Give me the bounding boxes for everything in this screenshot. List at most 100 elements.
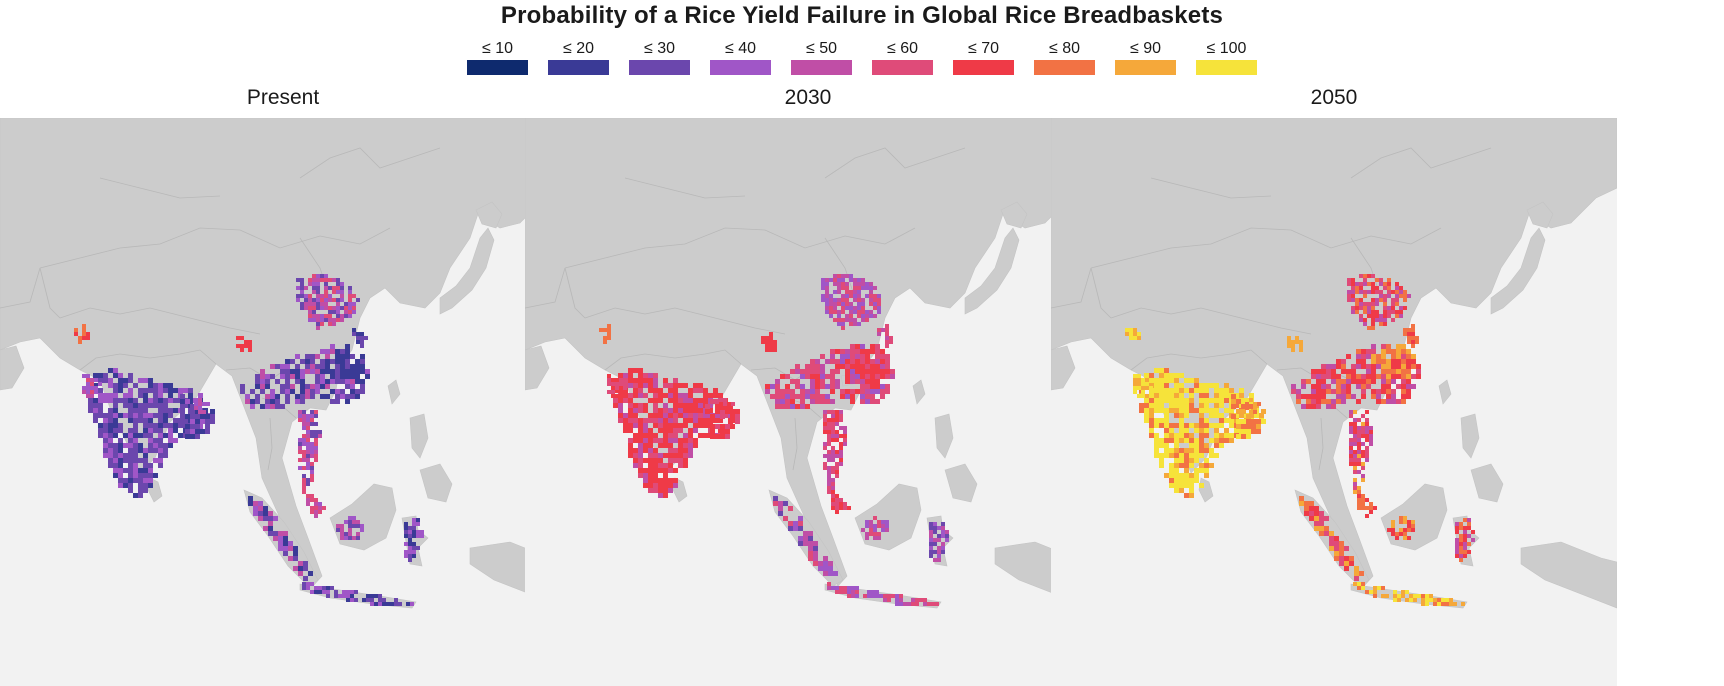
grid-cell: [870, 344, 875, 349]
grid-cell: [360, 332, 364, 336]
grid-cell: [280, 389, 285, 394]
philippines-luzon-land: [934, 413, 954, 459]
grid-cell: [265, 379, 270, 384]
grid-cell: [1354, 576, 1359, 581]
grid-cell: [668, 468, 673, 473]
grid-cell: [775, 404, 780, 409]
grid-cell: [1375, 286, 1379, 290]
grid-cell: [352, 516, 356, 520]
map-2030: [525, 118, 1091, 686]
grid-cell: [678, 398, 683, 403]
grid-cell: [823, 561, 828, 566]
grid-cell: [839, 586, 843, 590]
grid-cell: [320, 306, 324, 310]
grid-cell: [178, 433, 183, 438]
grid-cell: [345, 399, 350, 404]
grid-cell: [158, 383, 163, 388]
grid-cell: [1351, 379, 1356, 384]
grid-cell: [255, 399, 260, 404]
grid-cell: [1241, 404, 1246, 409]
grid-cell: [260, 384, 265, 389]
grid-cell: [673, 438, 678, 443]
grid-cell: [845, 349, 850, 354]
grid-cell: [123, 478, 128, 483]
grid-cell: [416, 530, 420, 534]
grid-cell: [638, 383, 643, 388]
grid-cell: [899, 598, 903, 602]
grid-cell: [1381, 359, 1386, 364]
grid-cell: [843, 502, 847, 506]
grid-cell: [163, 383, 168, 388]
grid-cell: [190, 409, 195, 414]
grid-cell: [885, 344, 889, 348]
grid-cell: [638, 388, 643, 393]
grid-cell: [1381, 369, 1386, 374]
grid-cell: [853, 318, 857, 322]
grid-cell: [316, 278, 320, 282]
grid-cell: [133, 403, 138, 408]
grid-cell: [1189, 453, 1194, 458]
grid-cell: [663, 423, 668, 428]
grid-cell: [82, 374, 86, 378]
grid-cell: [173, 408, 178, 413]
grid-cell: [611, 386, 615, 390]
grid-cell: [133, 383, 138, 388]
grid-cell: [1369, 430, 1373, 434]
grid-cell: [827, 434, 831, 438]
grid-cell: [1144, 413, 1149, 418]
grid-cell: [340, 306, 344, 310]
grid-cell: [133, 458, 138, 463]
grid-cell: [304, 294, 308, 298]
grid-cell: [790, 369, 795, 374]
grid-cell: [1385, 594, 1389, 598]
grid-cell: [839, 502, 843, 506]
grid-cell: [138, 413, 143, 418]
grid-cell: [320, 298, 324, 302]
grid-cell: [1403, 516, 1407, 520]
grid-cell: [265, 374, 270, 379]
taiwan-land: [912, 379, 926, 405]
grid-cell: [325, 359, 330, 364]
legend-item: ≤ 20: [548, 40, 609, 75]
grid-cell: [128, 448, 133, 453]
grid-cell: [648, 463, 653, 468]
grid-cell: [1445, 598, 1449, 602]
grid-cell: [163, 418, 168, 423]
grid-cell: [328, 278, 332, 282]
grid-cell: [1463, 534, 1467, 538]
grid-cell: [320, 369, 325, 374]
grid-cell: [850, 369, 855, 374]
grid-cell: [1445, 602, 1449, 606]
grid-cell: [173, 388, 178, 393]
grid-cell: [1154, 408, 1159, 413]
grid-cell: [118, 483, 123, 488]
grid-cell: [1129, 332, 1133, 336]
grid-cell: [935, 602, 939, 606]
grid-cell: [837, 310, 841, 314]
grid-cell: [735, 419, 740, 424]
grid-cell: [1311, 404, 1316, 409]
grid-cell: [869, 310, 873, 314]
grid-cell: [285, 389, 290, 394]
grid-cell: [615, 382, 619, 386]
grid-cell: [1416, 364, 1421, 369]
grid-cell: [1199, 408, 1204, 413]
grid-cell: [1366, 369, 1371, 374]
grid-cell: [1321, 374, 1326, 379]
grid-cell: [336, 278, 340, 282]
country-border: [564, 267, 586, 319]
grid-cell: [1401, 344, 1406, 349]
grid-cell: [1141, 390, 1145, 394]
grid-cell: [785, 389, 790, 394]
grid-cell: [133, 463, 138, 468]
grid-cell: [1316, 384, 1321, 389]
grid-cell: [1367, 274, 1371, 278]
grid-cell: [623, 413, 628, 418]
grid-cell: [663, 413, 668, 418]
grid-cell: [308, 306, 312, 310]
grid-cell: [1429, 594, 1433, 598]
grid-cell: [1189, 378, 1194, 383]
grid-cell: [1154, 393, 1159, 398]
grid-cell: [163, 403, 168, 408]
grid-cell: [820, 369, 825, 374]
